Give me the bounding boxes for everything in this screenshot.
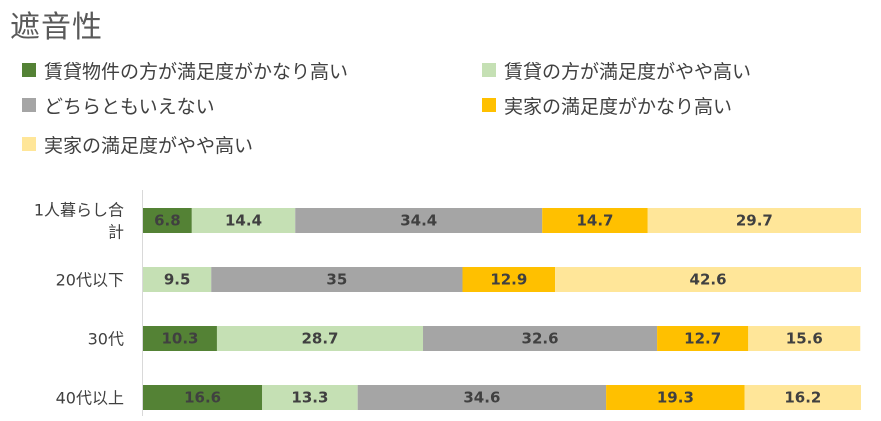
data-label: 9.5 bbox=[164, 271, 191, 289]
category-label: 1人暮らし合 bbox=[34, 201, 124, 220]
bar-segment bbox=[143, 385, 263, 410]
bar-segment bbox=[143, 208, 192, 233]
legend-item: 実家の満足度がやや高い bbox=[22, 131, 253, 157]
legend-item: 賃貸物件の方が満足度がかなり高い bbox=[22, 57, 348, 83]
legend-swatch bbox=[482, 63, 496, 77]
data-label: 19.3 bbox=[657, 389, 694, 407]
bar-segment bbox=[542, 208, 648, 233]
legend-label: 賃貸の方が満足度がやや高い bbox=[504, 60, 752, 83]
data-label: 6.8 bbox=[154, 212, 181, 230]
legend-item: どちらともいえない bbox=[22, 92, 215, 118]
bar-segment bbox=[657, 326, 749, 351]
data-label: 32.6 bbox=[522, 330, 559, 348]
legend-label: 賃貸物件の方が満足度がかなり高い bbox=[44, 60, 349, 83]
data-label: 12.7 bbox=[684, 330, 721, 348]
bar-segment bbox=[462, 267, 556, 292]
data-label: 15.6 bbox=[786, 330, 823, 348]
bar-segment bbox=[216, 326, 424, 351]
bar-segment bbox=[606, 385, 745, 410]
legend-swatch bbox=[482, 98, 496, 112]
legend-item: 賃貸の方が満足度がやや高い bbox=[482, 57, 751, 83]
chart-title: 遮音性 bbox=[10, 10, 103, 45]
legend-swatch bbox=[22, 137, 36, 151]
bar-segment bbox=[191, 208, 296, 233]
category-label: 20代以下 bbox=[56, 271, 124, 290]
data-label: 35 bbox=[326, 271, 347, 289]
data-label: 13.3 bbox=[291, 389, 328, 407]
bar-segment bbox=[143, 326, 217, 351]
bar-segment bbox=[211, 267, 463, 292]
legend-item: 実家の満足度がかなり高い bbox=[482, 92, 732, 118]
data-label: 28.7 bbox=[301, 330, 338, 348]
bar-segment bbox=[262, 385, 358, 410]
bar-segment bbox=[357, 385, 607, 410]
bar-segment bbox=[295, 208, 543, 233]
data-label: 34.4 bbox=[400, 212, 437, 230]
data-label: 42.6 bbox=[690, 271, 727, 289]
bar-segment bbox=[555, 267, 861, 292]
category-label: 計 bbox=[108, 223, 124, 242]
data-label: 10.3 bbox=[161, 330, 198, 348]
data-label: 14.7 bbox=[576, 212, 613, 230]
bar-segment bbox=[143, 267, 212, 292]
legend-swatch bbox=[22, 98, 36, 112]
data-label: 29.7 bbox=[736, 212, 773, 230]
legend-label: どちらともいえない bbox=[44, 95, 215, 118]
legend: 賃貸物件の方が満足度がかなり高い 賃貸の方が満足度がやや高い どちらともいえない 実家… bbox=[0, 0, 881, 170]
data-label: 34.6 bbox=[463, 389, 500, 407]
category-label: 40代以上 bbox=[56, 389, 124, 408]
bar-segment bbox=[744, 385, 861, 410]
legend-label: 実家の満足度がかなり高い bbox=[504, 95, 733, 118]
data-label: 16.6 bbox=[184, 389, 221, 407]
bar-segment bbox=[748, 326, 861, 351]
category-label: 30代 bbox=[88, 330, 124, 349]
legend-swatch bbox=[22, 63, 36, 77]
legend-label: 実家の満足度がやや高い bbox=[44, 134, 254, 157]
data-label: 12.9 bbox=[490, 271, 527, 289]
bar-segment bbox=[423, 326, 658, 351]
data-label: 14.4 bbox=[225, 212, 262, 230]
data-label: 16.2 bbox=[784, 389, 821, 407]
bar-segment bbox=[647, 208, 861, 233]
